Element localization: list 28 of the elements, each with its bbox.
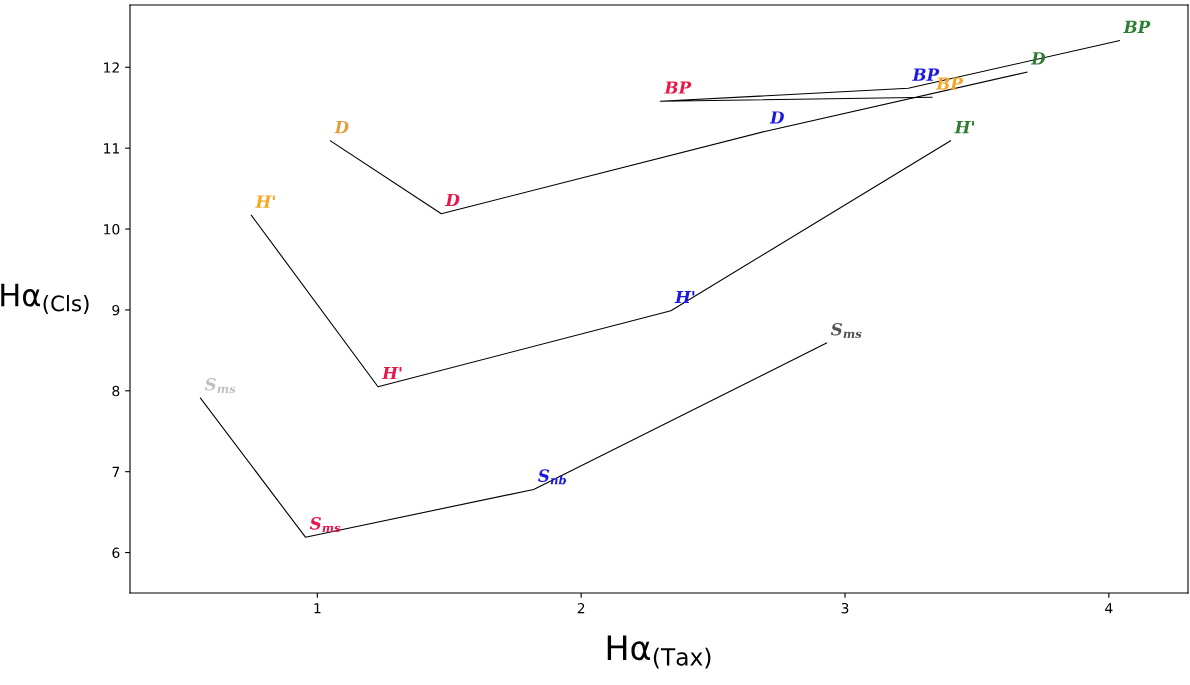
data-label: S$_{ms}$ <box>204 377 236 394</box>
data-label: H' <box>674 290 695 304</box>
line-series <box>250 140 952 388</box>
data-label: H' <box>954 121 974 134</box>
data-label: H' <box>255 195 275 208</box>
line-series <box>199 342 828 538</box>
x-tick-label: 1 <box>314 603 321 614</box>
x-tick-label: 4 <box>1105 603 1113 614</box>
y-tick-label: 6 <box>112 547 120 559</box>
data-label: S$_{ms}$ <box>830 322 862 339</box>
x-axis-title: Hα$_{(Tax)}$ <box>607 635 711 669</box>
y-tick-label: 9 <box>112 304 120 316</box>
data-label: S$_{ms}$ <box>309 517 341 533</box>
data-label: D <box>445 193 460 207</box>
y-axis-title: Hα$_{(Cls)}$ <box>1 283 89 314</box>
y-tick-label: 7 <box>112 466 120 477</box>
y-tick-label: 10 <box>104 224 120 235</box>
y-tick-label: 11 <box>104 143 119 154</box>
data-label: H' <box>381 366 402 380</box>
y-tick-label: 8 <box>112 385 120 397</box>
data-label: D <box>334 121 349 134</box>
data-label: BP <box>664 81 692 94</box>
y-tick-label: 12 <box>104 62 119 73</box>
x-tick-label: 3 <box>841 602 849 614</box>
x-tick-label: 2 <box>577 602 585 614</box>
data-label: BP <box>1123 20 1151 33</box>
data-label: D <box>769 111 784 124</box>
data-label: S$_{nb}$ <box>538 469 567 485</box>
